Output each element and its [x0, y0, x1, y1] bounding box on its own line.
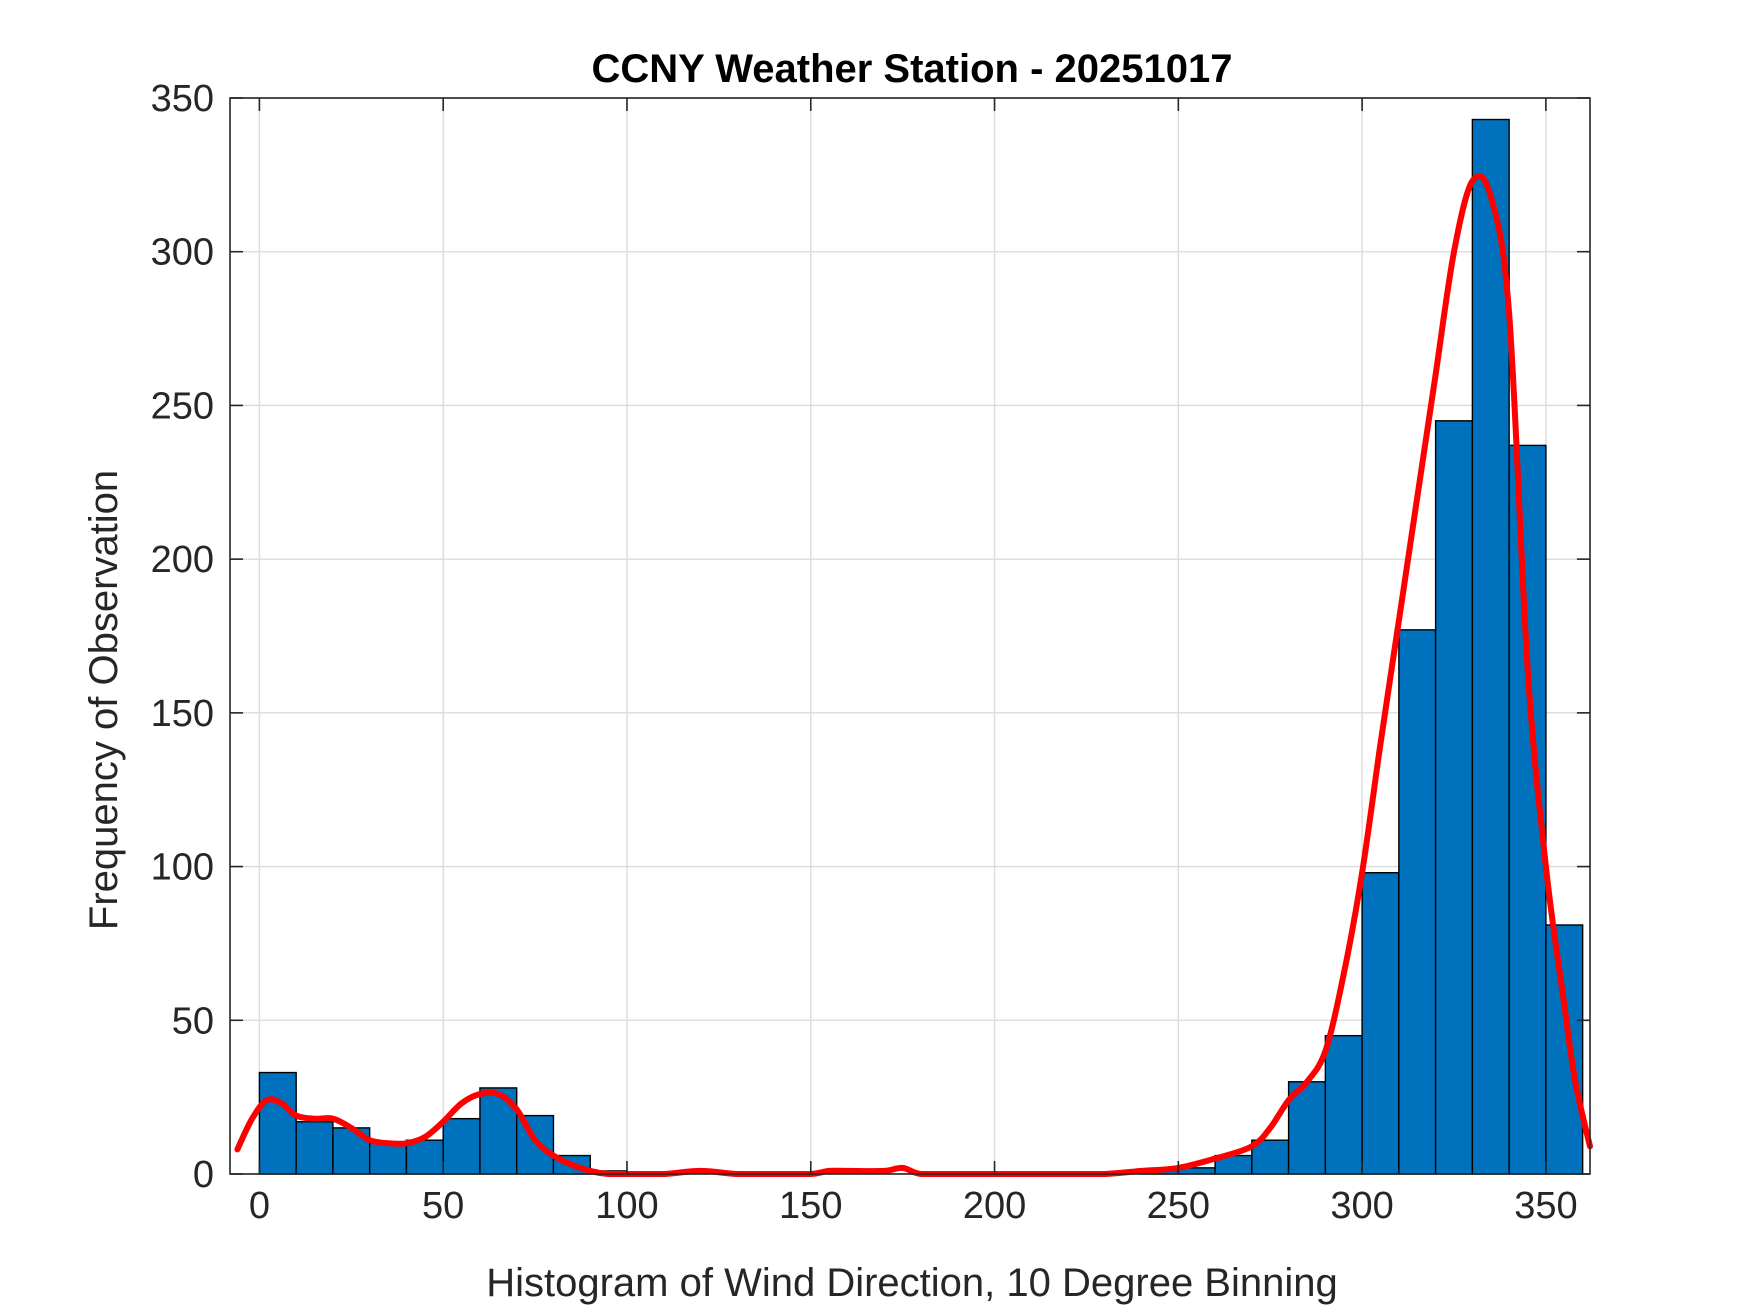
histogram-bar [405, 1139, 444, 1175]
histogram-bars [258, 118, 1584, 1175]
y-tick-label: 300 [151, 232, 214, 274]
histogram-bar [516, 1114, 555, 1175]
histogram-bar [1324, 1034, 1363, 1175]
y-axis-label: Frequency of Observation [82, 470, 126, 930]
x-tick-label: 300 [1330, 1185, 1393, 1227]
histogram-bar [1434, 420, 1474, 1175]
y-tick-labels: 0 50 100 150 200 250 300 350 [151, 78, 214, 1196]
x-tick-label: 250 [1147, 1185, 1210, 1227]
chart-title: CCNY Weather Station - 20251017 [592, 47, 1233, 91]
x-tick-label: 50 [422, 1185, 464, 1227]
y-tick-label: 350 [151, 78, 214, 120]
tick-marks [230, 97, 1590, 1175]
histogram-bar [295, 1121, 334, 1175]
x-tick-labels: 0 50 100 150 200 250 300 350 [249, 1185, 1578, 1227]
x-tick-label: 350 [1514, 1185, 1577, 1227]
histogram-bar [368, 1142, 408, 1175]
histogram-bar [1398, 629, 1437, 1175]
y-tick-label: 100 [151, 847, 214, 889]
y-tick-label: 50 [172, 1000, 214, 1042]
axes-box [229, 97, 1591, 1175]
x-axis-label: Histogram of Wind Direction, 10 Degree B… [486, 1261, 1338, 1305]
y-tick-label: 150 [151, 693, 214, 735]
x-tick-label: 200 [963, 1185, 1026, 1227]
histogram-bar [1545, 924, 1584, 1175]
histogram-bar [442, 1117, 481, 1175]
histogram-bar [1361, 872, 1400, 1175]
x-tick-label: 150 [779, 1185, 842, 1227]
y-tick-label: 0 [193, 1154, 214, 1196]
y-tick-label: 200 [151, 539, 214, 581]
histogram-bar [258, 1071, 297, 1175]
y-tick-label: 250 [151, 385, 214, 427]
x-tick-label: 0 [249, 1185, 270, 1227]
x-tick-label: 100 [595, 1185, 658, 1227]
